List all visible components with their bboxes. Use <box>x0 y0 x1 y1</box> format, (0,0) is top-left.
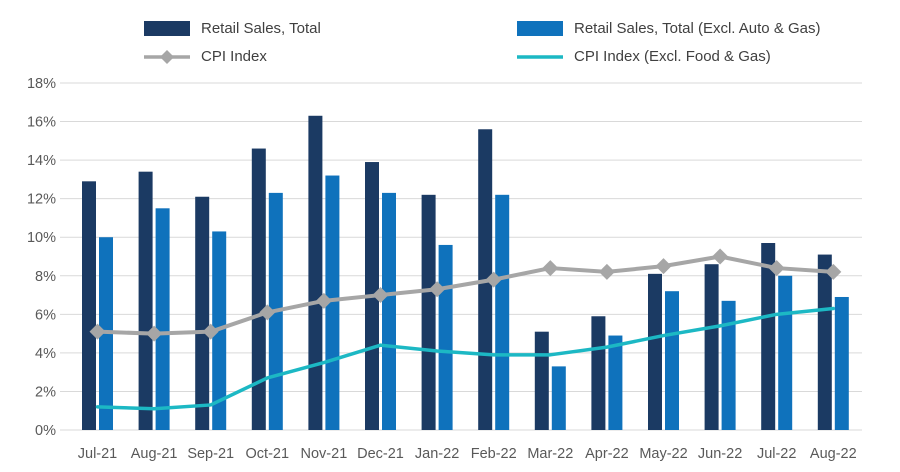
x-tick-label: Nov-21 <box>301 446 348 462</box>
cpi-index-marker-icon <box>825 263 842 280</box>
y-tick-label: 4% <box>35 346 56 362</box>
y-tick-label: 18% <box>27 76 56 92</box>
bar-retail-total <box>251 148 266 431</box>
retail-ex-auto-gas-swatch-icon <box>517 20 563 36</box>
legend-label-retail-ex-auto-gas: Retail Sales, Total (Excl. Auto & Gas) <box>574 19 821 37</box>
cpi-index-marker-icon <box>259 304 276 321</box>
y-tick-label: 12% <box>27 192 56 208</box>
bar-retail-ex-auto-gas <box>721 300 736 430</box>
bar-retail-total <box>308 115 323 431</box>
cpi-index-marker-icon <box>485 271 502 288</box>
x-tick-label: Feb-22 <box>471 446 517 462</box>
cpi-index-marker-icon <box>655 258 672 275</box>
cpi-index-marker-icon <box>89 323 106 340</box>
bar-retail-ex-auto-gas <box>325 175 340 430</box>
y-tick-label: 6% <box>35 307 56 323</box>
x-tick-label: Jan-22 <box>415 446 459 462</box>
legend-item-retail-ex-auto-gas: Retail Sales, Total (Excl. Auto & Gas) <box>517 19 821 37</box>
y-tick-label: 14% <box>27 153 56 169</box>
bar-retail-ex-auto-gas <box>665 291 679 430</box>
x-tick-label: May-22 <box>639 446 687 462</box>
legend-label-cpi-ex-food-gas: CPI Index (Excl. Food & Gas) <box>574 47 771 65</box>
legend-item-cpi-index: CPI Index <box>144 47 267 65</box>
legend-item-cpi-ex-food-gas: CPI Index (Excl. Food & Gas) <box>517 47 771 65</box>
x-tick-label: Sep-21 <box>187 446 234 462</box>
bar-retail-ex-auto-gas <box>382 192 396 430</box>
cpi-index-line-swatch-icon <box>144 49 190 64</box>
y-tick-label: 10% <box>27 230 56 246</box>
legend-item-retail-total: Retail Sales, Total <box>144 19 321 37</box>
cpi-index-marker-icon <box>202 323 219 340</box>
cpi-ex-food-gas-line-swatch-icon <box>517 49 563 64</box>
x-tick-label: Jul-21 <box>78 446 118 462</box>
chart-legend: Retail Sales, Total Retail Sales, Total … <box>0 0 900 70</box>
retail-total-swatch-icon <box>144 20 190 36</box>
x-tick-label: Jun-22 <box>698 446 742 462</box>
bar-retail-total <box>761 243 776 430</box>
x-tick-label: Jul-22 <box>757 446 797 462</box>
x-tick-label: Mar-22 <box>527 446 573 462</box>
bar-retail-total <box>195 196 210 430</box>
cpi-index-marker-icon <box>146 325 163 342</box>
cpi-index-marker-icon <box>712 248 729 265</box>
y-tick-label: 8% <box>35 269 56 285</box>
cpi-index-marker-icon <box>768 260 785 277</box>
bar-retail-total <box>138 171 153 430</box>
bar-retail-ex-auto-gas <box>608 335 623 430</box>
bar-retail-ex-auto-gas <box>155 208 170 430</box>
x-tick-label: Apr-22 <box>585 446 629 462</box>
cpi-index-marker-icon <box>372 287 389 304</box>
bar-retail-ex-auto-gas <box>438 244 453 430</box>
cpi-index-marker-icon <box>598 263 615 280</box>
bar-retail-total <box>591 316 606 430</box>
cpi-index-marker-icon <box>429 281 446 298</box>
bar-retail-total <box>817 254 832 430</box>
cpi-ex-food-gas-line <box>95 306 836 411</box>
bar-retail-ex-auto-gas <box>495 194 510 430</box>
x-tick-label: Aug-21 <box>131 446 178 462</box>
legend-label-retail-total: Retail Sales, Total <box>201 19 321 37</box>
y-tick-label: 0% <box>35 423 56 439</box>
cpi-index-line <box>95 254 836 336</box>
bar-retail-total <box>421 194 436 430</box>
y-tick-label: 2% <box>35 384 56 400</box>
x-tick-label: Dec-21 <box>357 446 404 462</box>
y-tick-label: 16% <box>27 115 56 131</box>
bar-retail-ex-auto-gas <box>778 275 793 430</box>
cpi-index-marker-icon <box>542 260 559 277</box>
x-tick-label: Aug-22 <box>810 446 857 462</box>
bar-retail-ex-auto-gas <box>834 296 849 430</box>
legend-label-cpi-index: CPI Index <box>201 47 267 65</box>
bar-retail-ex-auto-gas <box>551 366 566 430</box>
cpi-index-marker-icon <box>315 292 332 309</box>
bar-retail-total <box>704 264 719 430</box>
bar-retail-total <box>534 331 549 430</box>
bar-retail-total <box>82 181 96 430</box>
bar-retail-total <box>648 273 662 430</box>
x-tick-label: Oct-21 <box>246 446 290 462</box>
